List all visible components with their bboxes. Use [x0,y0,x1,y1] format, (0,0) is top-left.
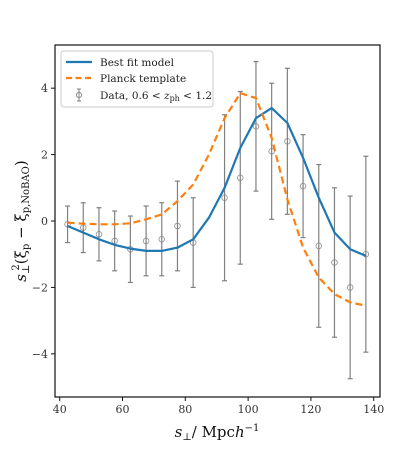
y-tick-label-1: −2 [32,281,48,294]
data-marker-15 [315,242,323,250]
data-point-12 [268,82,275,220]
legend-label-data: Data, 0.6 < zph < 1.2 [100,90,212,103]
x-axis-label: s⊥/ Mpch−1 [175,423,260,443]
series-line-best-fit-model [67,106,367,257]
y-axis-label: s⊥2(ξp − ξp,NoBAO) [11,160,32,281]
data-marker-9 [221,194,228,202]
data-marker-6 [158,236,166,243]
legend-label-best-fit: Best fit model [100,57,175,69]
data-point-2 [95,207,103,262]
x-tick-label-0: 40 [53,403,67,416]
x-tick-label-3: 100 [238,403,259,416]
data-marker-11 [252,123,260,130]
data-point-17 [346,195,354,380]
data-marker-16 [331,259,338,266]
y-axis-ticks: −4 −2 0 2 4 [32,82,55,361]
data-marker-2 [95,231,103,238]
x-tick-label-5: 140 [363,403,384,416]
data-marker-13 [284,138,291,145]
data-point-8 [189,197,197,289]
data-point-1 [80,202,87,254]
data-point-15 [315,163,323,328]
series-line-planck-template [67,92,367,307]
x-tick-label-4: 120 [300,403,321,416]
plot-content [64,61,370,380]
y-tick-label-3: 2 [41,149,48,162]
legend-label-planck: Planck template [100,73,186,85]
data-point-11 [252,61,260,192]
data-marker-10 [237,174,244,182]
x-tick-label-1: 60 [116,403,130,416]
y-tick-label-4: 4 [41,82,48,95]
data-point-6 [158,202,166,277]
legend: Best fit model Planck template Data, 0.6… [60,50,214,108]
data-point-5 [142,205,150,277]
data-point-10 [237,90,244,265]
data-point-13 [284,67,291,215]
data-marker-1 [80,224,87,231]
y-tick-label-0: −4 [32,348,48,361]
legend-box [60,50,214,108]
legend-swatch-data-marker [75,91,83,99]
data-point-0 [64,205,71,244]
data-point-3 [111,210,118,272]
data-point-7 [174,180,181,272]
x-tick-label-2: 80 [178,403,192,416]
data-point-9 [221,114,228,282]
x-axis-ticks: 40 60 80 100 120 140 [53,397,384,416]
data-marker-14 [299,182,307,190]
data-marker-5 [142,237,150,245]
data-point-14 [299,134,307,239]
y-tick-label-2: 0 [41,215,48,228]
data-marker-17 [346,284,354,291]
data-marker-7 [174,222,181,230]
data-point-16 [331,187,338,338]
